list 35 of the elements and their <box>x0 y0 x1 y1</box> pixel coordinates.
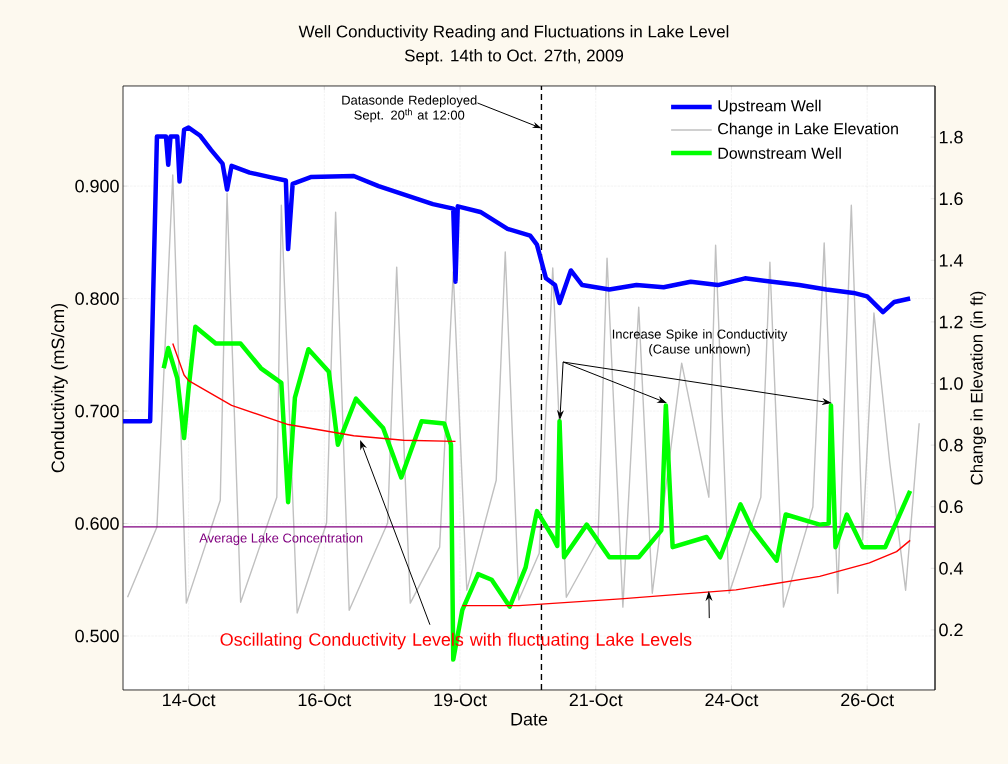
y2-tick-label: 1.2 <box>939 315 963 329</box>
y2-tick-label: 1.4 <box>939 254 963 267</box>
line-series <box>172 342 457 443</box>
x-tick-label: 16-Oct <box>298 693 352 707</box>
legend-label: Downstream Well <box>718 147 841 159</box>
x-tick-label: 14-Oct <box>163 693 216 707</box>
y-axis-title: Conductivity (mS/cm) <box>51 303 68 473</box>
y2-axis-title: Change in Elevation (in ft) <box>970 291 987 485</box>
legend-label: Upstream Well <box>718 99 821 115</box>
y-tick-label: 0.600 <box>75 517 119 530</box>
x-axis-title: Date <box>511 713 548 726</box>
legend-label: Change in Lake Elevation <box>718 122 898 138</box>
line-series <box>461 539 911 607</box>
ref-line-label: Datasonde Redeployed Sept. 20$^{th}$ at 12:00 <box>342 95 477 123</box>
y-tick-label: 0.800 <box>75 292 119 305</box>
y2-tick-label: 0.4 <box>939 561 963 575</box>
y2-tick-label: 1.8 <box>939 130 963 144</box>
y-tick-label: 0.700 <box>75 404 119 418</box>
chart-subtitle: Sept. 14th to Oct. 27th, 2009 <box>404 49 624 65</box>
y2-tick-label: 0.8 <box>939 438 963 452</box>
line-series <box>161 324 913 662</box>
annotation: Increase Spike in Conductivity (Cause unknown) <box>612 329 788 357</box>
y-tick-label: 0.500 <box>75 629 119 643</box>
x-tick-label: 21-Oct <box>569 693 623 707</box>
y-tick-label: 0.900 <box>75 179 119 193</box>
y2-tick-label: 0.6 <box>939 500 963 514</box>
y2-tick-label: 1.0 <box>939 377 963 390</box>
y2-tick-label: 0.2 <box>939 623 963 637</box>
ref-line-label: Average Lake Concentration <box>199 533 363 546</box>
x-tick-label: 24-Oct <box>705 693 759 707</box>
y2-tick-label: 1.6 <box>939 192 963 206</box>
x-tick-label: 26-Oct <box>841 693 894 707</box>
chart-title: Well Conductivity Reading and Fluctuations in Lake Level <box>298 25 729 41</box>
line-series <box>126 174 920 614</box>
x-tick-label: 19-Oct <box>434 693 487 707</box>
